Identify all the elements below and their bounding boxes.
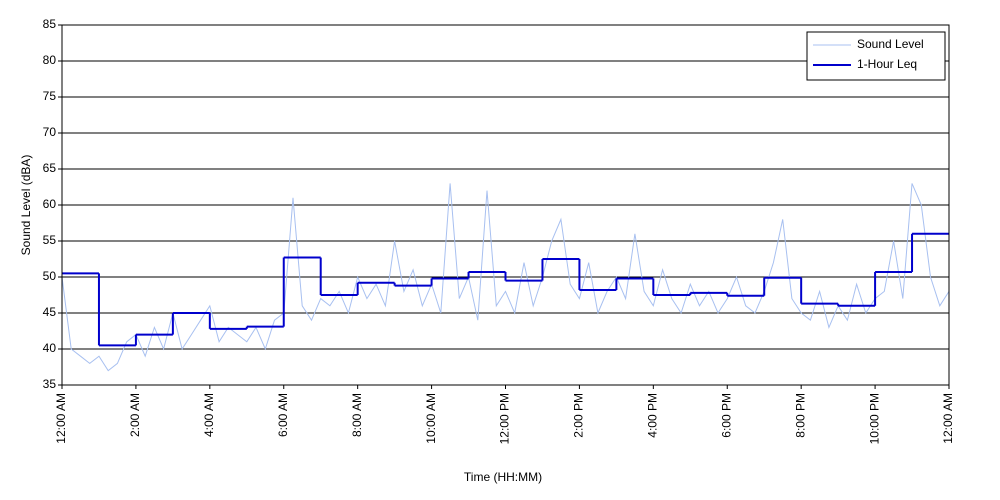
- x-tick-label: 8:00 AM: [350, 393, 364, 437]
- x-tick-label: 8:00 PM: [793, 393, 807, 438]
- x-tick-label: 6:00 AM: [276, 393, 290, 437]
- x-tick-label: 2:00 PM: [572, 393, 586, 438]
- x-tick-label: 4:00 PM: [646, 393, 660, 438]
- y-axis-label: Sound Level (dBA): [19, 155, 33, 256]
- y-tick-label: 75: [43, 89, 57, 103]
- y-tick-label: 40: [43, 341, 57, 355]
- x-tick-label: 12:00 PM: [498, 393, 512, 444]
- y-tick-label: 70: [43, 125, 57, 139]
- y-tick-label: 85: [43, 17, 57, 31]
- x-axis-label: Time (HH:MM): [464, 470, 542, 484]
- x-tick-label: 12:00 AM: [941, 393, 955, 444]
- y-tick-label: 55: [43, 233, 57, 247]
- y-tick-label: 50: [43, 269, 57, 283]
- legend-label: Sound Level: [857, 37, 924, 51]
- y-tick-label: 45: [43, 305, 57, 319]
- x-tick-label: 6:00 PM: [719, 393, 733, 438]
- y-tick-label: 80: [43, 53, 57, 67]
- x-tick-label: 10:00 PM: [867, 393, 881, 444]
- plot-frame: [61, 24, 950, 386]
- x-tick-label: 2:00 AM: [128, 393, 142, 437]
- y-tick-label: 65: [43, 161, 57, 175]
- legend-box: [806, 31, 946, 81]
- x-tick-label: 4:00 AM: [202, 393, 216, 437]
- sound-level-line: [61, 183, 950, 372]
- y-tick-label: 35: [43, 377, 57, 391]
- x-tick-label: 10:00 AM: [424, 393, 438, 444]
- y-tick-label: 60: [43, 197, 57, 211]
- legend-label: 1-Hour Leq: [857, 57, 917, 71]
- x-tick-label: 12:00 AM: [54, 393, 68, 444]
